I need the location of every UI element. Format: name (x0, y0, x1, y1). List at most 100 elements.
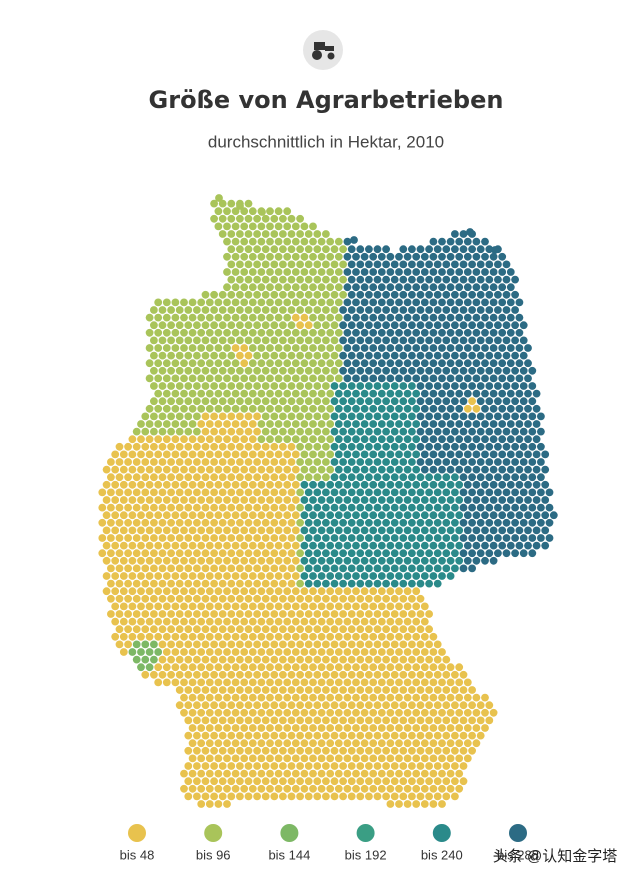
hex-dot (356, 534, 365, 542)
hex-dot (253, 701, 261, 710)
hex-dot (218, 594, 227, 603)
hex-dot (240, 404, 249, 413)
hex-dot (193, 336, 201, 345)
hex-dot (279, 716, 287, 725)
hex-dot (416, 366, 425, 375)
hex-dot (300, 389, 309, 398)
hex-dot (244, 701, 253, 710)
hex-dot (184, 579, 193, 588)
hex-dot (541, 511, 550, 520)
hex-dot (124, 625, 132, 634)
hex-dot (356, 473, 365, 482)
hex-dot (154, 648, 163, 656)
hex-dot (227, 731, 236, 740)
hex-dot (291, 328, 300, 337)
hex-dot (408, 366, 416, 375)
hex-dot (347, 321, 356, 330)
hex-dot (171, 389, 180, 398)
hex-dot (408, 655, 416, 664)
hex-dot (223, 602, 231, 611)
hex-dot (472, 739, 481, 748)
hex-dot (322, 534, 330, 542)
hex-dot (102, 511, 111, 520)
hex-dot (287, 412, 296, 421)
hex-dot (180, 617, 188, 626)
hex-dot (476, 442, 485, 451)
hex-dot (300, 724, 309, 732)
hex-dot (236, 336, 244, 345)
hex-dot (502, 397, 511, 406)
hex-dot (283, 207, 292, 216)
hex-dot (132, 625, 141, 634)
hex-dot (524, 404, 532, 413)
hex-dot (175, 670, 184, 679)
hex-dot (124, 564, 132, 573)
hex-dot (468, 275, 476, 284)
hex-dot (214, 800, 223, 808)
hex-dot (175, 427, 184, 436)
hex-dot (240, 435, 249, 444)
hex-dot (291, 237, 300, 246)
hex-dot (317, 435, 326, 444)
hex-dot (304, 245, 313, 254)
hex-dot (382, 534, 390, 542)
hex-dot (360, 283, 369, 292)
hex-dot (261, 275, 270, 284)
hex-dot (463, 404, 472, 413)
hex-dot (459, 488, 468, 497)
hex-dot (502, 412, 511, 421)
hex-dot (231, 328, 240, 337)
hex-dot (309, 435, 317, 444)
hex-dot (236, 746, 244, 755)
hex-dot (304, 594, 313, 603)
hex-dot (214, 404, 223, 413)
hex-dot (322, 473, 330, 482)
hex-dot (425, 336, 433, 345)
hex-dot (395, 708, 403, 717)
hex-dot (481, 298, 489, 307)
hex-dot (476, 321, 485, 330)
hex-dot (506, 298, 515, 307)
hex-dot (403, 800, 412, 808)
hex-dot (270, 336, 279, 345)
hex-dot (446, 526, 455, 535)
hex-dot (287, 762, 296, 770)
hex-dot (433, 518, 442, 527)
hex-dot (257, 739, 266, 748)
hex-dot (446, 237, 455, 246)
hex-dot (102, 496, 111, 504)
hex-dot (446, 420, 455, 428)
hex-dot (334, 526, 343, 535)
hex-dot (115, 625, 124, 634)
hex-dot (377, 526, 386, 535)
hex-dot (261, 549, 270, 558)
hex-dot (231, 404, 240, 413)
hex-dot (240, 587, 249, 596)
hex-dot (274, 663, 283, 672)
hex-dot (322, 762, 330, 770)
hex-dot (339, 306, 347, 314)
hex-dot (193, 670, 201, 679)
hex-dot (218, 579, 227, 588)
hex-dot (167, 397, 176, 406)
hex-dot (442, 412, 451, 421)
hex-dot (377, 648, 386, 656)
hex-dot (352, 556, 360, 565)
hex-dot (403, 298, 412, 307)
hex-dot (420, 800, 429, 808)
hex-dot (420, 359, 429, 368)
hex-dot (403, 541, 412, 550)
hex-dot (184, 366, 193, 375)
hex-dot (365, 503, 373, 512)
hex-dot (201, 625, 210, 634)
hex-dot (274, 632, 283, 641)
hex-dot (330, 412, 339, 421)
hex-dot (429, 769, 438, 778)
hex-dot (403, 252, 412, 261)
hex-dot (481, 420, 489, 428)
hex-dot (158, 366, 167, 375)
hex-dot (205, 632, 214, 641)
hex-dot (214, 648, 223, 656)
hex-dot (214, 678, 223, 687)
hex-dot (141, 579, 150, 588)
